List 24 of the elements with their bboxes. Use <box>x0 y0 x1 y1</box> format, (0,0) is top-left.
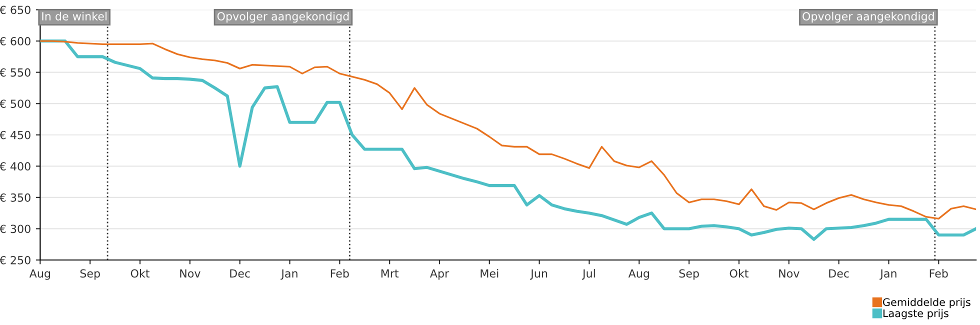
legend-label: Laagste prijs <box>883 309 948 320</box>
x-tick-label: Okt <box>730 269 748 278</box>
x-tick-label: Aug <box>29 269 50 280</box>
x-tick-label: Nov <box>779 269 800 278</box>
x-tick-label: Jul <box>582 269 595 280</box>
annotation: In de winkel <box>42 12 107 20</box>
x-tick-label: Jan <box>280 269 298 280</box>
x-tick-label: Dec <box>829 269 849 278</box>
x-tick-label: Jun <box>530 269 548 280</box>
x-tick-label: Aug <box>628 269 649 280</box>
x-tick-label: Apr <box>430 269 450 280</box>
x-tick-label: Feb <box>930 269 948 278</box>
x-tick-label: Feb <box>330 269 349 278</box>
x-tick-label: Okt <box>130 269 150 278</box>
annotation: Opvolger aangekondigd <box>802 12 934 23</box>
x-tick-label: Nov <box>180 269 200 278</box>
x-tick-label: Mrt <box>381 269 399 278</box>
x-tick-label: Sep <box>679 269 699 280</box>
x-tick-label: Jan <box>880 269 896 280</box>
x-tick-label: Dec <box>230 269 250 278</box>
legend-label: Gemiddelde prijs <box>883 298 970 308</box>
x-tick-label: Sep <box>80 269 100 280</box>
annotation: Opvolger aangekondigd <box>217 12 349 23</box>
x-tick-label: Mei <box>480 269 498 278</box>
